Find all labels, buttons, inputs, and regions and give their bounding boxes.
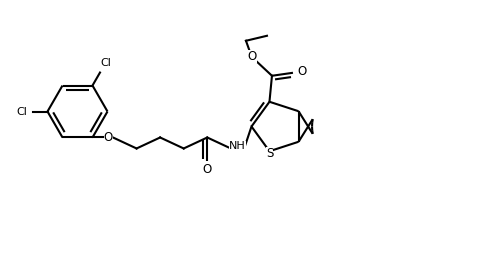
Text: S: S xyxy=(266,147,273,160)
Text: NH: NH xyxy=(229,141,246,151)
Text: Cl: Cl xyxy=(100,58,111,68)
Text: O: O xyxy=(203,164,212,177)
Text: O: O xyxy=(104,131,113,144)
Text: O: O xyxy=(248,50,256,63)
Text: O: O xyxy=(298,65,307,78)
Text: Cl: Cl xyxy=(16,106,27,117)
